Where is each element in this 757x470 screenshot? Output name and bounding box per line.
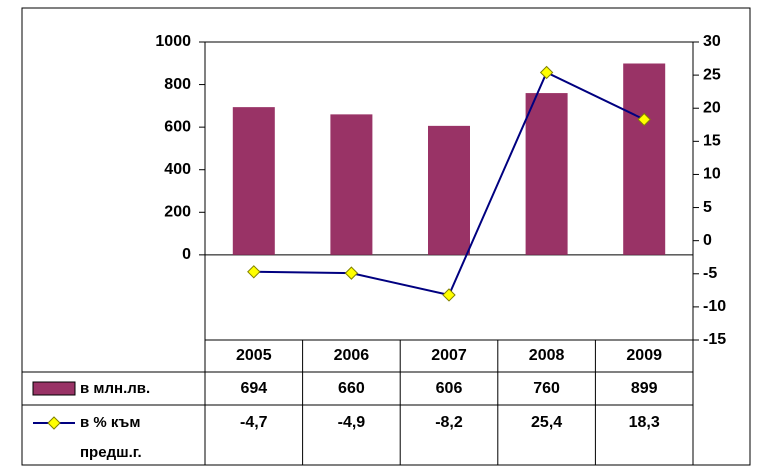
marker [247, 265, 261, 279]
table-value: 606 [436, 380, 463, 397]
table-value: 18,3 [629, 414, 660, 431]
legend-entry: в % към предш.г. [80, 414, 142, 461]
y-tick-label: 0 [182, 246, 191, 263]
marker [344, 266, 359, 280]
legend-swatch [32, 381, 76, 396]
y2-tick-label: 15 [703, 133, 721, 150]
x-tick-label: 2009 [626, 347, 662, 364]
y2-tick-label: -15 [703, 331, 726, 348]
y2-tick-label: 20 [703, 99, 721, 116]
y2-tick-label: 25 [703, 66, 721, 83]
table-value: 899 [631, 380, 658, 397]
y-tick-label: 200 [164, 204, 191, 221]
table-value: 694 [240, 380, 267, 397]
bar [330, 114, 373, 255]
y2-tick-label: -5 [703, 265, 717, 282]
bar [428, 125, 470, 255]
marker [539, 65, 554, 80]
y2-tick-label: 5 [703, 199, 712, 216]
legend-label: в млн.лв. [80, 380, 151, 397]
x-tick-label: 2006 [334, 347, 370, 364]
y2-tick-label: 30 [703, 33, 721, 50]
y-tick-label: 1000 [155, 33, 191, 50]
bar [623, 63, 666, 255]
plot-area [204, 41, 694, 341]
y2-tick-label: -10 [703, 298, 726, 315]
x-tick-label: 2005 [236, 347, 272, 364]
legend-entry: в млн.лв. [80, 380, 151, 397]
bar [525, 93, 568, 255]
y2-tick-label: 10 [703, 166, 721, 183]
x-tick-label: 2007 [431, 347, 467, 364]
marker [637, 112, 651, 127]
table-value: -8,2 [435, 414, 463, 431]
y-tick-label: 400 [164, 161, 191, 178]
y2-tick-label: 0 [703, 232, 712, 249]
table-value: -4,9 [338, 414, 366, 431]
x-tick-label: 2008 [529, 347, 565, 364]
table-value: 25,4 [531, 414, 562, 431]
bar [232, 107, 275, 255]
y-tick-label: 800 [164, 76, 191, 93]
marker [442, 288, 456, 302]
table-value: 660 [338, 380, 365, 397]
table-value: 760 [533, 380, 560, 397]
data-table [22, 340, 694, 466]
table-value: -4,7 [240, 414, 268, 431]
legend-label: в % към предш.г. [80, 414, 142, 461]
y-tick-label: 600 [164, 118, 191, 135]
legend-marker [47, 416, 61, 430]
